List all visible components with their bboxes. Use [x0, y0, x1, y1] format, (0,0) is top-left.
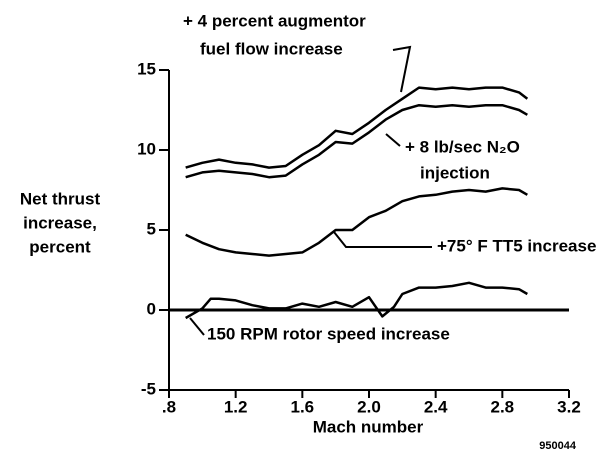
y-tick-label: 15 [137, 59, 156, 78]
x-tick-label: 1.2 [224, 397, 248, 416]
annotation: + 4 percent augmentor [183, 11, 366, 30]
leader-line [392, 45, 412, 93]
y-tick-label: 10 [137, 139, 156, 158]
annotation: fuel flow increase [200, 39, 343, 58]
y-axis-label: increase, [23, 213, 97, 232]
annotation: injection [420, 163, 490, 182]
leader-line [385, 133, 401, 147]
leader-line [333, 231, 432, 248]
x-tick-label: .8 [162, 397, 176, 416]
annotation: + 8 lb/sec N₂O [405, 137, 520, 156]
x-axis-label: Mach number [313, 417, 424, 436]
y-tick-label: 0 [147, 299, 156, 318]
x-tick-label: 2.8 [491, 397, 515, 416]
leader-line [189, 317, 205, 336]
data-line [185, 103, 528, 179]
y-axis-label: Net thrust [20, 189, 101, 208]
y-axis-label: percent [29, 237, 91, 256]
y-tick-label: -5 [141, 379, 156, 398]
y-tick-label: 5 [147, 219, 156, 238]
annotation: +75° F TT5 increase [437, 236, 596, 255]
x-tick-label: 2.4 [424, 397, 448, 416]
data-line [185, 281, 528, 320]
x-tick-label: 1.6 [291, 397, 315, 416]
annotation: 150 RPM rotor speed increase [207, 324, 450, 343]
data-line [185, 86, 529, 169]
figure-id: 950044 [539, 440, 577, 452]
data-line [185, 187, 528, 257]
x-tick-label: 2.0 [357, 397, 381, 416]
x-tick-label: 3.2 [557, 397, 581, 416]
